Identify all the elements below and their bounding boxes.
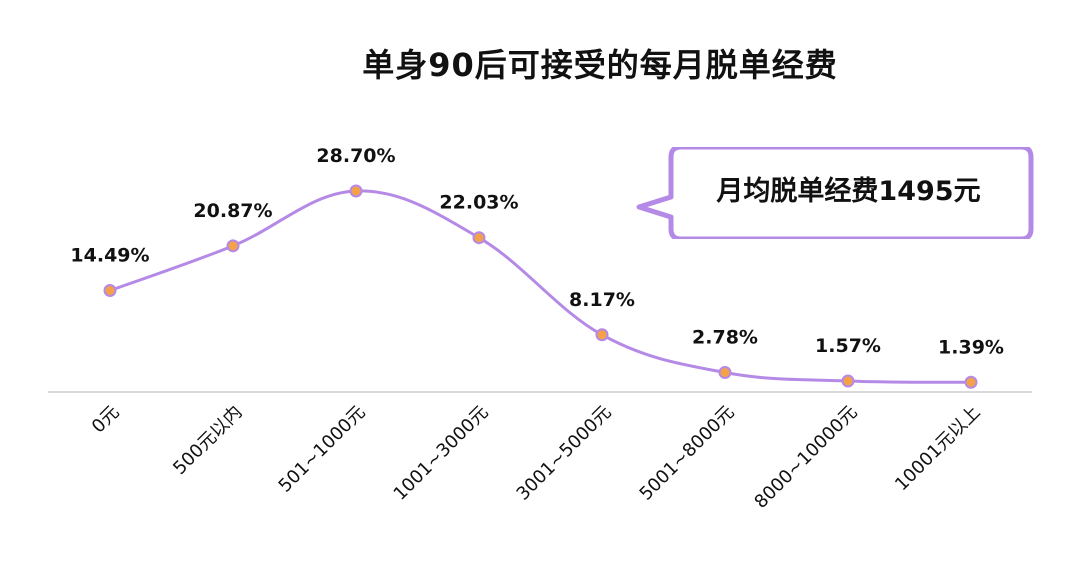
data-label: 14.49% [70,245,149,267]
x-tick-label: 3001~5000元 [513,402,616,505]
callout-shape [636,147,1034,239]
data-point [964,375,978,389]
x-tick-label: 8000~10000元 [750,402,861,513]
data-point [472,231,486,245]
data-point [226,239,240,253]
data-label: 22.03% [439,192,518,214]
data-label: 8.17% [569,289,635,311]
x-tick-label: 1001~3000元 [390,402,493,505]
data-label: 28.70% [316,145,395,167]
callout-text: 月均脱单经费1495元 [716,176,981,207]
data-label: 20.87% [193,200,272,222]
x-tick-label: 5001~8000元 [636,402,739,505]
data-label: 2.78% [692,327,758,349]
x-tick-label: 501~1000元 [275,402,370,497]
series-line [109,189,972,384]
callout-bubble [636,147,1034,239]
data-point [718,366,732,380]
data-point [349,184,363,198]
chart-title: 单身90后可接受的每月脱单经费 [362,46,838,84]
data-label: 1.39% [938,336,1004,358]
x-tick-label: 0元 [88,402,124,438]
x-tick-label: 10001元以上 [891,402,985,496]
data-point [595,328,609,342]
data-label: 1.57% [815,335,881,357]
data-point [841,374,855,388]
data-point [103,284,117,298]
x-tick-label: 500元以内 [169,402,246,479]
